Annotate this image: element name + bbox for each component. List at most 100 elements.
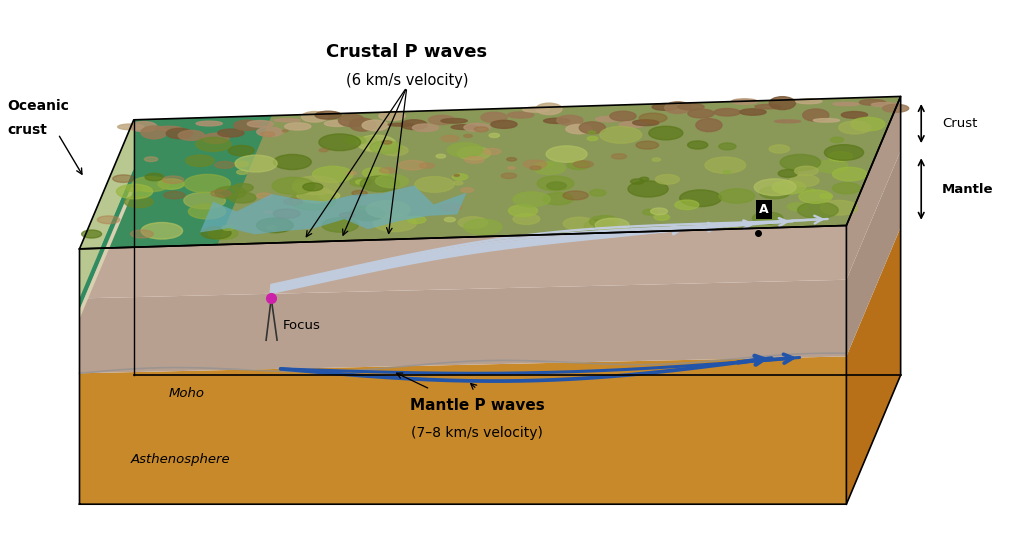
Ellipse shape [563,191,588,200]
Text: Moho: Moho [168,388,205,400]
Ellipse shape [678,104,705,110]
Polygon shape [80,226,847,299]
Ellipse shape [502,173,516,178]
Ellipse shape [322,217,358,232]
Ellipse shape [696,119,722,131]
Ellipse shape [567,161,590,169]
Ellipse shape [196,121,222,126]
Ellipse shape [859,99,886,105]
Ellipse shape [774,120,801,123]
Ellipse shape [229,192,256,203]
Ellipse shape [490,120,517,129]
Text: crust: crust [7,123,47,137]
Ellipse shape [611,154,627,159]
Ellipse shape [215,187,246,199]
Ellipse shape [714,109,740,116]
Ellipse shape [318,192,340,200]
Ellipse shape [665,102,691,114]
Ellipse shape [232,184,253,192]
Ellipse shape [655,174,680,184]
Ellipse shape [754,179,796,195]
Ellipse shape [256,193,272,199]
Ellipse shape [283,130,288,132]
Ellipse shape [461,188,474,192]
Polygon shape [200,185,467,235]
Ellipse shape [257,218,293,233]
Ellipse shape [234,161,249,167]
Ellipse shape [349,118,376,131]
Ellipse shape [382,145,408,156]
Ellipse shape [453,174,468,180]
Ellipse shape [355,180,367,184]
Ellipse shape [127,185,141,192]
Ellipse shape [489,134,500,137]
Ellipse shape [778,169,798,177]
Ellipse shape [274,119,301,122]
Ellipse shape [388,123,415,126]
Ellipse shape [365,146,380,152]
Ellipse shape [362,120,388,131]
Ellipse shape [454,174,460,176]
Text: Crust: Crust [942,117,977,130]
Ellipse shape [803,109,828,121]
Ellipse shape [483,148,501,155]
Ellipse shape [580,122,605,134]
Ellipse shape [301,112,328,122]
Ellipse shape [620,121,645,128]
Ellipse shape [830,137,844,142]
Ellipse shape [117,184,153,199]
Ellipse shape [652,158,660,161]
Ellipse shape [118,124,143,130]
Ellipse shape [513,214,540,225]
Ellipse shape [196,137,231,151]
Ellipse shape [769,145,790,153]
Ellipse shape [883,104,908,112]
Ellipse shape [813,119,840,122]
Ellipse shape [398,161,426,170]
Ellipse shape [538,176,573,191]
Ellipse shape [643,209,657,215]
Ellipse shape [163,176,183,183]
Ellipse shape [465,157,484,163]
Ellipse shape [325,120,350,126]
Ellipse shape [413,124,438,131]
Ellipse shape [352,190,368,196]
Ellipse shape [285,123,311,130]
Polygon shape [80,120,134,299]
Ellipse shape [272,177,314,194]
Ellipse shape [408,216,426,224]
Ellipse shape [273,155,311,169]
Ellipse shape [303,183,323,191]
Polygon shape [80,375,901,504]
Ellipse shape [595,218,629,232]
Ellipse shape [543,193,573,205]
Ellipse shape [513,192,550,207]
Ellipse shape [201,227,231,239]
Ellipse shape [349,206,385,221]
Ellipse shape [178,130,205,140]
Ellipse shape [454,181,463,185]
Ellipse shape [731,99,758,104]
Ellipse shape [796,99,822,104]
Ellipse shape [675,200,698,210]
Ellipse shape [522,107,549,112]
Ellipse shape [523,160,547,168]
Ellipse shape [464,135,472,137]
Ellipse shape [719,143,736,150]
Ellipse shape [228,145,254,156]
Polygon shape [80,169,134,310]
Ellipse shape [780,155,820,171]
Ellipse shape [787,203,808,211]
Text: Mantle: Mantle [942,183,993,195]
Ellipse shape [380,168,395,173]
Ellipse shape [382,141,392,144]
Ellipse shape [833,167,866,181]
Ellipse shape [347,172,356,175]
Ellipse shape [590,189,606,196]
Ellipse shape [839,121,870,134]
Ellipse shape [740,109,766,115]
Ellipse shape [293,182,323,194]
Ellipse shape [820,200,857,215]
Ellipse shape [772,181,806,194]
Ellipse shape [798,202,839,218]
